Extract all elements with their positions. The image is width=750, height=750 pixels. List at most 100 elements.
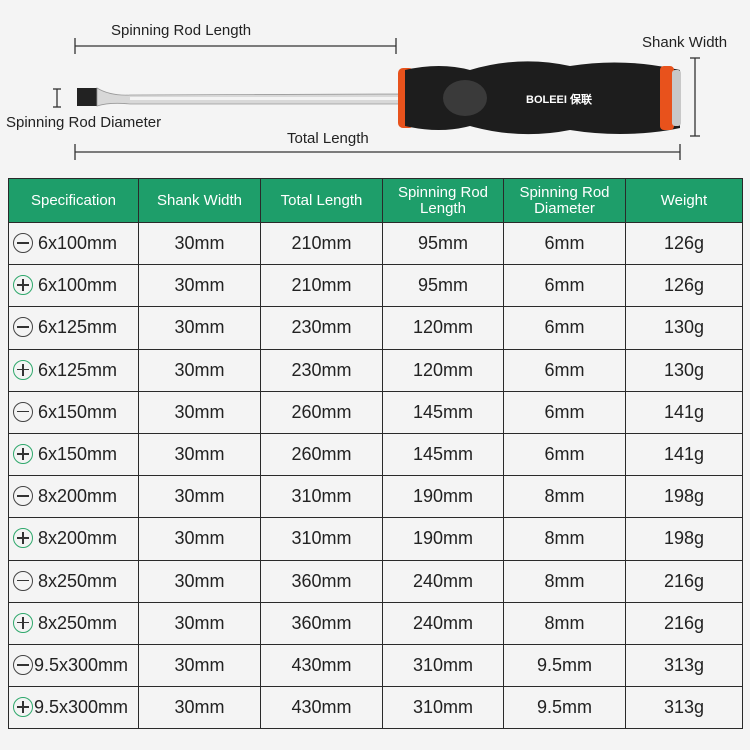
spinning-rod-diameter-label: Spinning Rod Diameter <box>6 114 162 131</box>
total-length-cell: 430mm <box>260 643 383 688</box>
spec-cell: 9.5x300mm <box>8 643 139 688</box>
table-header: Specification Shank Width Total Length S… <box>8 178 743 223</box>
slotted-minus-icon <box>13 233 33 254</box>
weight-cell: 141g <box>625 432 743 477</box>
table-row: 8x200mm 30mm 310mm 190mm 8mm 198g <box>8 475 743 519</box>
spec-cell: 8x200mm <box>8 517 139 561</box>
table-row: 6x125mm 30mm 230mm 120mm 6mm 130g <box>8 306 743 350</box>
spec-value: 8x250mm <box>38 612 118 633</box>
table-row: 6x125mm 30mm 230mm 120mm 6mm 130g <box>8 348 743 392</box>
phillips-plus-icon <box>13 612 33 633</box>
dimension-lines <box>53 38 700 160</box>
weight-cell: 141g <box>625 390 743 434</box>
weight-cell: 216g <box>625 601 743 645</box>
table-row: 8x250mm 30mm 360mm 240mm 8mm 216g <box>8 559 743 603</box>
rod-length-cell: 145mm <box>382 390 504 434</box>
header-spinning-rod-diameter: Spinning Rod Diameter <box>503 178 626 223</box>
table-row: 8x250mm 30mm 360mm 240mm 8mm 216g <box>8 601 743 645</box>
total-length-cell: 210mm <box>260 221 383 266</box>
rod-diameter-cell: 8mm <box>503 475 626 519</box>
rod-length-cell: 95mm <box>382 264 504 308</box>
table-row: 6x150mm 30mm 260mm 145mm 6mm 141g <box>8 390 743 434</box>
slotted-minus-icon <box>13 401 33 422</box>
spinning-rod-length-label: Spinning Rod Length <box>111 22 252 39</box>
shank-width-cell: 30mm <box>138 390 261 434</box>
rod-length-cell: 310mm <box>382 643 504 688</box>
phillips-plus-icon <box>13 444 33 465</box>
total-length-cell: 210mm <box>260 264 383 308</box>
spec-cell: 6x125mm <box>8 348 139 392</box>
screwdriver-diagram: BOLEEI 保联 <box>53 38 700 160</box>
phillips-plus-icon <box>13 359 33 380</box>
table-row: 6x100mm 30mm 210mm 95mm 6mm 126g <box>8 264 743 308</box>
total-length-cell: 230mm <box>260 306 383 350</box>
spec-value: 6x150mm <box>38 444 118 465</box>
rod-diameter-cell: 6mm <box>503 221 626 266</box>
spec-value: 9.5x300mm <box>34 697 129 718</box>
rod-length-cell: 190mm <box>382 475 504 519</box>
weight-cell: 198g <box>625 475 743 519</box>
slotted-minus-icon <box>13 486 33 507</box>
brand-logo: BOLEEI 保联 <box>526 92 592 106</box>
phillips-plus-icon <box>13 528 33 549</box>
shank-width-cell: 30mm <box>138 517 261 561</box>
spec-cell: 8x200mm <box>8 475 139 519</box>
weight-cell: 126g <box>625 221 743 266</box>
spec-value: 6x100mm <box>38 275 118 296</box>
rod-diameter-cell: 8mm <box>503 559 626 603</box>
rod-diameter-cell: 6mm <box>503 348 626 392</box>
table-row: 9.5x300mm 30mm 430mm 310mm 9.5mm 313g <box>8 686 743 730</box>
shank-width-cell: 30mm <box>138 559 261 603</box>
header-spinning-rod-length: Spinning Rod Length <box>382 178 504 223</box>
rod-length-cell: 240mm <box>382 601 504 645</box>
header-shank-width: Shank Width <box>138 178 261 223</box>
phillips-plus-icon <box>13 697 33 718</box>
rod-diameter-cell: 9.5mm <box>503 686 626 730</box>
weight-cell: 130g <box>625 348 743 392</box>
rod-diameter-cell: 6mm <box>503 306 626 350</box>
shank-width-label: Shank Width <box>642 34 728 51</box>
spec-value: 8x250mm <box>38 570 118 591</box>
shank-width-cell: 30mm <box>138 601 261 645</box>
weight-cell: 313g <box>625 643 743 688</box>
shank-width-cell: 30mm <box>138 432 261 477</box>
rod-diameter-cell: 6mm <box>503 264 626 308</box>
table-row: 6x100mm 30mm 210mm 95mm 6mm 126g <box>8 221 743 266</box>
weight-cell: 198g <box>625 517 743 561</box>
spec-value: 6x125mm <box>38 317 118 338</box>
spec-table: Specification Shank Width Total Length S… <box>8 178 743 730</box>
weight-cell: 313g <box>625 686 743 730</box>
total-length-cell: 310mm <box>260 475 383 519</box>
table-row: 9.5x300mm 30mm 430mm 310mm 9.5mm 313g <box>8 643 743 688</box>
total-length-cell: 260mm <box>260 390 383 434</box>
spec-cell: 6x100mm <box>8 264 139 308</box>
shank-width-cell: 30mm <box>138 306 261 350</box>
rod-length-cell: 120mm <box>382 306 504 350</box>
rod-diameter-cell: 9.5mm <box>503 643 626 688</box>
shank-width-cell: 30mm <box>138 348 261 392</box>
screwdriver-handle: BOLEEI 保联 <box>398 61 681 135</box>
spec-cell: 6x125mm <box>8 306 139 350</box>
rod-length-cell: 95mm <box>382 221 504 266</box>
spec-value: 6x100mm <box>38 233 118 254</box>
weight-cell: 216g <box>625 559 743 603</box>
rod-length-cell: 145mm <box>382 432 504 477</box>
table-row: 6x150mm 30mm 260mm 145mm 6mm 141g <box>8 432 743 477</box>
total-length-cell: 360mm <box>260 559 383 603</box>
spec-value: 8x200mm <box>38 486 118 507</box>
rod-length-cell: 310mm <box>382 686 504 730</box>
shank-width-cell: 30mm <box>138 475 261 519</box>
spec-cell: 6x150mm <box>8 390 139 434</box>
screwdriver-shaft <box>77 87 401 107</box>
slotted-minus-icon <box>13 654 33 675</box>
rod-length-cell: 240mm <box>382 559 504 603</box>
spec-cell: 8x250mm <box>8 601 139 645</box>
header-weight: Weight <box>625 178 743 223</box>
slotted-minus-icon <box>13 317 33 338</box>
total-length-cell: 430mm <box>260 686 383 730</box>
shank-width-cell: 30mm <box>138 221 261 266</box>
rod-diameter-cell: 6mm <box>503 432 626 477</box>
rod-length-cell: 120mm <box>382 348 504 392</box>
phillips-plus-icon <box>13 275 33 296</box>
rod-diameter-cell: 8mm <box>503 601 626 645</box>
